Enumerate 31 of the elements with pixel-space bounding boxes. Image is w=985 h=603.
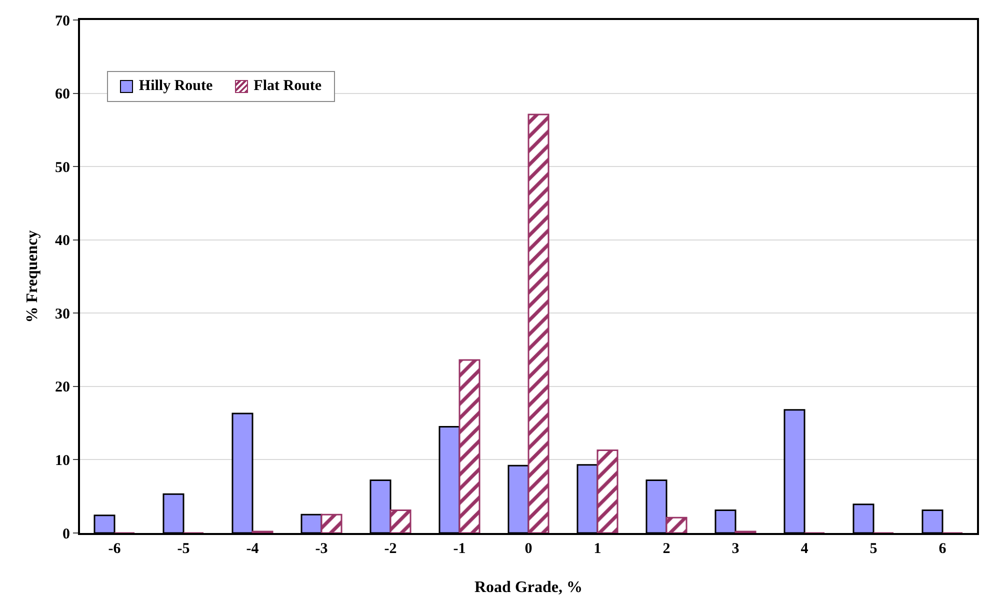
x-tick-label: -6 (108, 541, 122, 557)
bar (666, 516, 688, 533)
x-tick-label: 4 (800, 541, 809, 557)
x-tick-label: 3 (732, 541, 740, 557)
y-tick-label: 40 (55, 233, 70, 250)
x-tick-label: 6 (938, 541, 947, 557)
x-tick-label: 0 (524, 541, 532, 557)
legend-label: Hilly Route (138, 78, 213, 96)
y-tick-label: 70 (55, 13, 70, 30)
x-tick-label: 2 (662, 541, 670, 557)
y-tick-label: 0 (62, 526, 70, 542)
y-tick-label: 10 (55, 452, 70, 469)
x-tick-label: -3 (315, 541, 328, 557)
bar (320, 514, 342, 533)
x-tick-label: -5 (177, 541, 190, 557)
x-axis-title: Road Grade, % (474, 579, 582, 596)
bar (528, 114, 550, 533)
y-axis-title: % Frequency (24, 230, 41, 323)
y-tick-label: 50 (55, 160, 70, 176)
y-tick-label: 20 (55, 380, 70, 396)
y-tick-label: 60 (55, 86, 70, 103)
bar (390, 510, 412, 533)
x-tick-label: -1 (453, 541, 466, 557)
bar (458, 359, 480, 533)
legend-label: Flat Route (254, 78, 322, 96)
bar (596, 449, 618, 533)
x-tick-label: 5 (870, 541, 878, 557)
y-tick-label: 30 (55, 306, 70, 322)
x-tick-label: 1 (594, 541, 602, 557)
x-tick-label: -2 (384, 541, 397, 557)
x-tick-label: -4 (246, 541, 260, 557)
